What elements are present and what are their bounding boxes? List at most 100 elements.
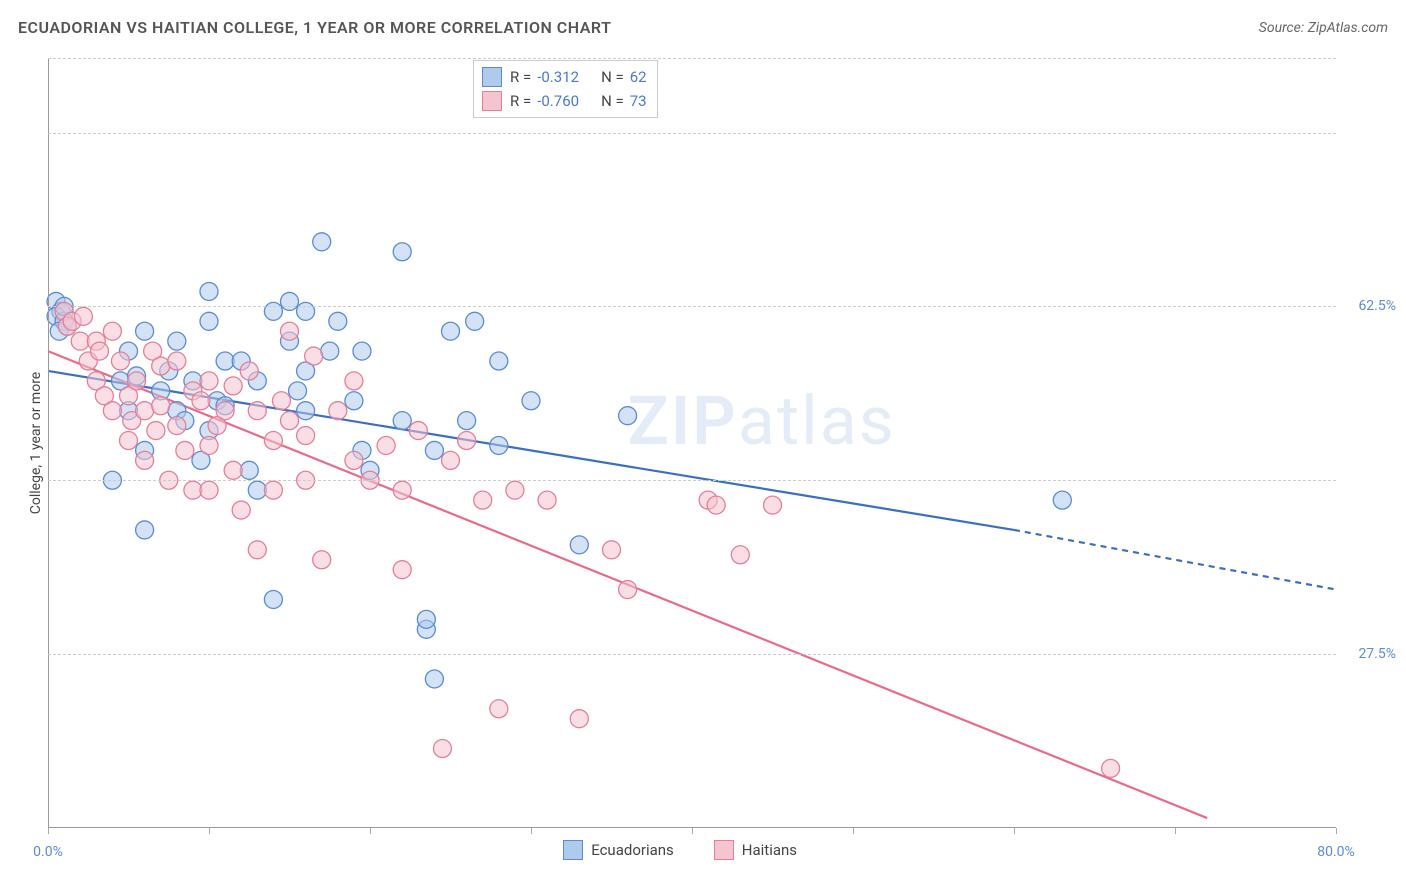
data-point xyxy=(466,312,484,330)
data-point xyxy=(458,432,476,450)
x-tick xyxy=(370,828,371,834)
x-tick xyxy=(1336,828,1337,834)
data-point xyxy=(377,436,395,454)
data-point xyxy=(490,436,508,454)
data-point xyxy=(281,292,299,310)
data-point xyxy=(136,322,154,340)
legend-item: Ecuadorians xyxy=(563,840,674,860)
x-tick xyxy=(1175,828,1176,834)
grid-line xyxy=(48,58,1336,59)
data-point xyxy=(200,481,218,499)
data-point xyxy=(264,302,282,320)
data-point xyxy=(345,372,363,390)
data-point xyxy=(74,307,92,325)
data-point xyxy=(442,451,460,469)
data-point xyxy=(200,282,218,300)
legend-row: R = -0.760 N = 73 xyxy=(482,89,647,113)
y-axis-title: College, 1 year or more xyxy=(28,372,44,514)
data-point xyxy=(474,491,492,509)
n-label: N = xyxy=(601,92,624,110)
data-point xyxy=(417,610,435,628)
data-point xyxy=(329,312,347,330)
data-point xyxy=(506,481,524,499)
grid-line xyxy=(48,306,1336,307)
data-point xyxy=(321,342,339,360)
legend-swatch xyxy=(563,840,583,860)
legend-text: R =-0.312N =62 xyxy=(510,68,647,86)
data-point xyxy=(603,541,621,559)
header: ECUADORIAN VS HAITIAN COLLEGE, 1 YEAR OR… xyxy=(18,18,1388,37)
data-point xyxy=(490,352,508,370)
legend-swatch xyxy=(482,91,502,111)
y-tick-label: 27.5% xyxy=(1341,646,1396,662)
legend-label: Ecuadorians xyxy=(591,841,674,859)
data-point xyxy=(393,561,411,579)
data-point xyxy=(248,541,266,559)
data-point xyxy=(458,412,476,430)
data-point xyxy=(522,392,540,410)
legend-label: Haitians xyxy=(742,841,797,859)
data-point xyxy=(425,670,443,688)
legend-item: Haitians xyxy=(714,840,797,860)
legend-swatch xyxy=(482,67,502,87)
data-point xyxy=(168,352,186,370)
data-point xyxy=(433,740,451,758)
data-point xyxy=(216,352,234,370)
data-point xyxy=(128,372,146,390)
data-point xyxy=(232,501,250,519)
data-point xyxy=(136,521,154,539)
data-point xyxy=(192,392,210,410)
data-point xyxy=(570,536,588,554)
data-point xyxy=(200,312,218,330)
r-value: -0.760 xyxy=(537,92,579,110)
legend-correlation-box: R =-0.312N =62 R = -0.760 N = 73 xyxy=(473,60,658,118)
legend-swatch xyxy=(714,840,734,860)
data-point xyxy=(538,491,556,509)
source-prefix: Source: xyxy=(1259,20,1304,36)
data-point xyxy=(111,352,129,370)
x-tick xyxy=(853,828,854,834)
data-point xyxy=(490,700,508,718)
data-point xyxy=(345,451,363,469)
grid-line xyxy=(48,480,1336,481)
x-tick-label: 80.0% xyxy=(1317,844,1355,860)
data-point xyxy=(264,432,282,450)
data-point xyxy=(240,362,258,380)
data-point xyxy=(168,417,186,435)
data-point xyxy=(168,332,186,350)
legend-text: R = -0.760 N = 73 xyxy=(510,92,647,110)
data-point xyxy=(764,496,782,514)
source-name: ZipAtlas.com xyxy=(1308,20,1388,36)
data-point xyxy=(442,322,460,340)
legend-series: Ecuadorians Haitians xyxy=(563,840,797,860)
data-point xyxy=(136,451,154,469)
n-value: 73 xyxy=(630,92,647,110)
data-point xyxy=(425,441,443,459)
x-tick xyxy=(1014,828,1015,834)
data-point xyxy=(393,243,411,261)
r-label: R = xyxy=(510,92,531,110)
x-tick xyxy=(48,828,49,834)
data-point xyxy=(71,332,89,350)
chart-frame: ECUADORIAN VS HAITIAN COLLEGE, 1 YEAR OR… xyxy=(0,0,1406,892)
n-value: 62 xyxy=(630,68,647,86)
data-point xyxy=(216,402,234,420)
data-point xyxy=(281,412,299,430)
data-point xyxy=(120,432,138,450)
data-point xyxy=(200,372,218,390)
chart-title: ECUADORIAN VS HAITIAN COLLEGE, 1 YEAR OR… xyxy=(18,18,611,37)
source-attribution: Source: ZipAtlas.com xyxy=(1259,20,1388,36)
data-point xyxy=(264,590,282,608)
legend-row: R =-0.312N =62 xyxy=(482,65,647,89)
data-point xyxy=(248,402,266,420)
data-point xyxy=(152,397,170,415)
plot-svg xyxy=(48,58,1336,828)
data-point xyxy=(297,427,315,445)
x-tick xyxy=(531,828,532,834)
trend-line-extrapolated xyxy=(1014,530,1336,590)
data-point xyxy=(147,422,165,440)
data-point xyxy=(393,481,411,499)
x-tick xyxy=(692,828,693,834)
data-point xyxy=(329,402,347,420)
x-tick xyxy=(209,828,210,834)
